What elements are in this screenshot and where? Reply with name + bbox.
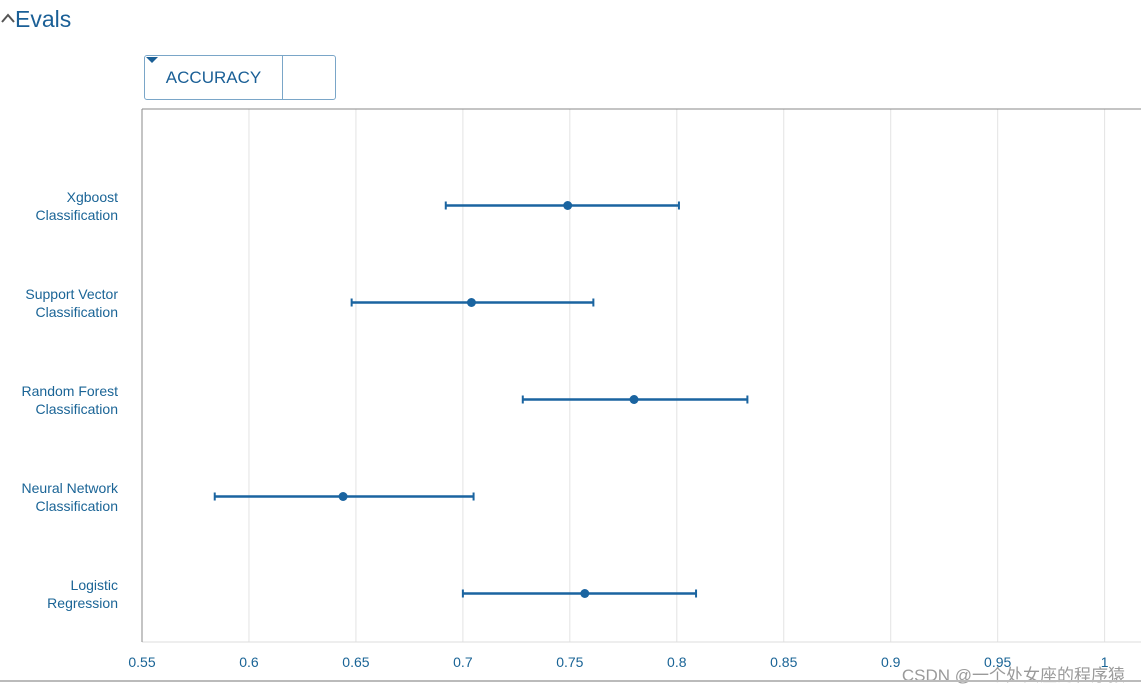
y-tick-label: Xgboost Classification [35, 188, 118, 223]
collapse-icon[interactable] [0, 12, 16, 24]
x-tick-label: 0.85 [770, 654, 797, 670]
point [466, 298, 476, 307]
dropdown-arrow[interactable] [146, 56, 335, 99]
x-tick-label: 0.65 [342, 654, 369, 670]
x-tick-label: 0.95 [984, 654, 1011, 670]
x-tick-label: 0.55 [128, 654, 155, 670]
bottom-edge [0, 680, 1141, 682]
x-tick-label: 0.9 [881, 654, 901, 670]
y-tick-label: Support Vector Classification [25, 285, 118, 320]
x-tick-label: 0.7 [453, 654, 473, 670]
y-tick-label: Random Forest Classification [21, 382, 118, 417]
x-tick-label: 0.8 [667, 654, 687, 670]
point [338, 492, 348, 501]
metric-dropdown[interactable]: ACCURACY [144, 55, 336, 100]
point [563, 201, 573, 210]
section-title: Evals [15, 6, 72, 32]
watermark: CSDN @一个处女座的程序猿 [901, 666, 1125, 685]
dropdown-label: ACCURACY [145, 56, 283, 99]
x-tick-label: 0.75 [556, 654, 583, 670]
y-tick-label: Logistic Regression [47, 576, 118, 611]
x-tick-label: 1 [1101, 654, 1109, 670]
y-tick-label: Neural Network Classification [21, 479, 118, 514]
point [629, 395, 639, 404]
point [580, 589, 590, 598]
x-tick-label: 0.6 [239, 654, 259, 670]
